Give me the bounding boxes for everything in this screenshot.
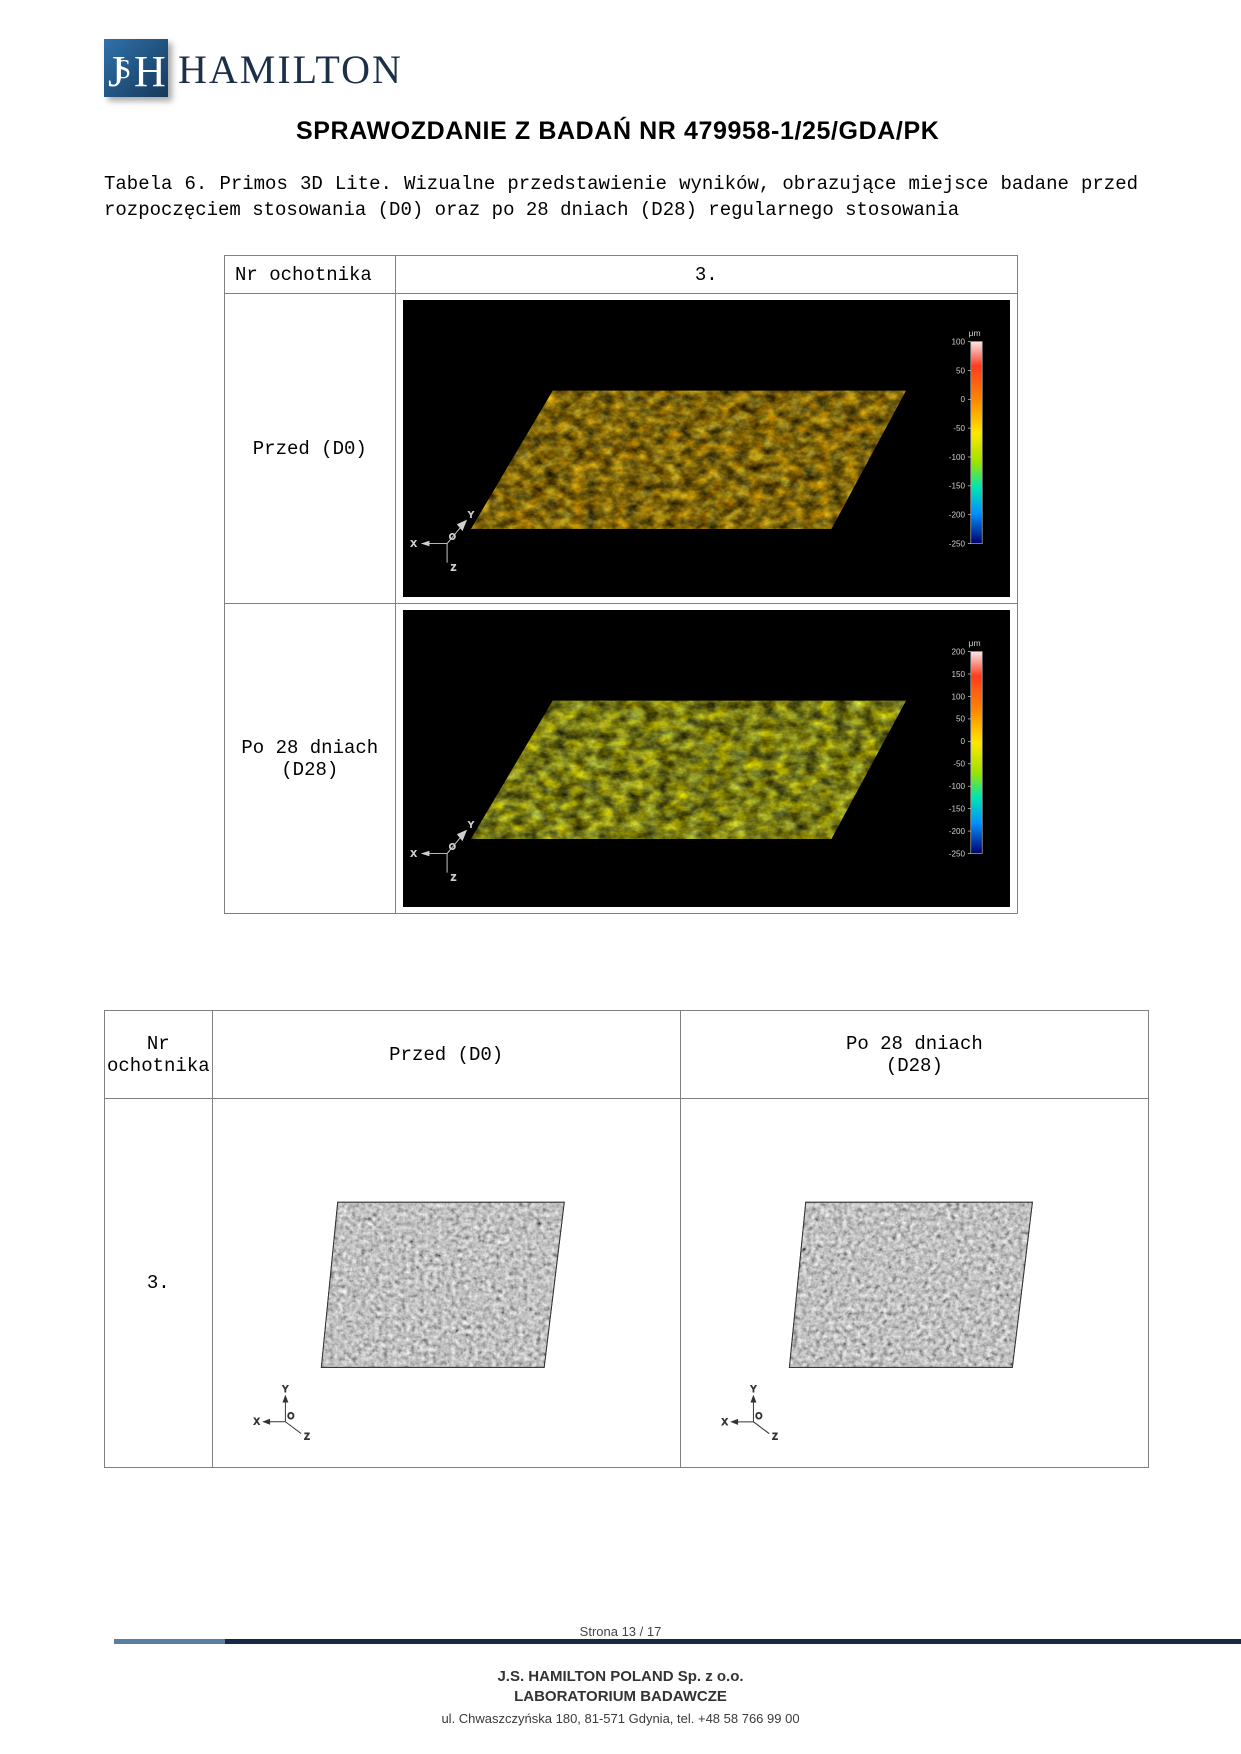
svg-text:Y: Y — [282, 1384, 288, 1394]
svg-text:-100: -100 — [948, 782, 965, 791]
svg-text:150: 150 — [951, 670, 965, 679]
svg-text:X: X — [410, 848, 416, 858]
svg-text:0: 0 — [960, 737, 965, 746]
svg-text:100: 100 — [951, 692, 965, 701]
svg-text:X: X — [410, 538, 416, 548]
svg-text:-250: -250 — [948, 539, 965, 548]
svg-text:100: 100 — [951, 337, 965, 346]
svg-text:50: 50 — [956, 715, 966, 724]
svg-text:Z: Z — [450, 562, 455, 572]
svg-text:Y: Y — [750, 1384, 756, 1394]
svg-text:Y: Y — [468, 820, 474, 830]
svg-text:-200: -200 — [948, 511, 965, 520]
svg-text:0: 0 — [960, 395, 965, 404]
svg-text:μm: μm — [968, 328, 980, 338]
svg-text:X: X — [253, 1417, 259, 1427]
svg-text:Z: Z — [304, 1432, 310, 1442]
svg-text:O: O — [449, 842, 456, 852]
svg-text:-200: -200 — [948, 827, 965, 836]
svg-text:-250: -250 — [948, 849, 965, 858]
svg-text:-50: -50 — [953, 760, 965, 769]
svg-text:μm: μm — [968, 638, 980, 648]
svg-text:-50: -50 — [953, 424, 965, 433]
svg-text:200: 200 — [951, 647, 965, 656]
svg-text:O: O — [755, 1411, 762, 1421]
svg-text:Y: Y — [468, 510, 474, 520]
svg-text:H: H — [134, 47, 166, 96]
svg-text:O: O — [287, 1411, 294, 1421]
svg-text:50: 50 — [956, 366, 966, 375]
svg-text:Z: Z — [772, 1432, 778, 1442]
svg-text:-100: -100 — [948, 453, 965, 462]
svg-text:-150: -150 — [948, 482, 965, 491]
svg-text:-150: -150 — [948, 805, 965, 814]
svg-text:Z: Z — [450, 872, 455, 882]
svg-text:O: O — [449, 532, 456, 542]
svg-text:S: S — [116, 54, 131, 84]
svg-text:X: X — [721, 1417, 727, 1427]
